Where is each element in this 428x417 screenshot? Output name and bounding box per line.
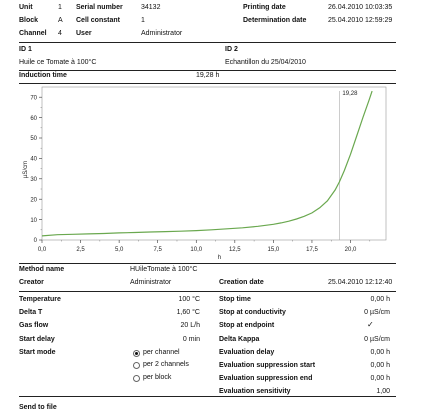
y-tick-label: 40 — [30, 157, 37, 163]
y-tick-label: 20 — [30, 197, 37, 203]
evaluation-sensitivity-value: 1,00 — [376, 388, 390, 395]
user-label: User — [76, 30, 92, 37]
radio-per-2-channels[interactable] — [133, 362, 140, 369]
x-tick-label: 10,0 — [190, 247, 202, 253]
method-name-label: Method name — [19, 266, 65, 273]
conductivity-series-line — [41, 90, 373, 237]
block-label: Block — [19, 17, 39, 24]
stop-at-conductivity-label: Stop at conductivity — [219, 309, 286, 316]
induction-time-value: 19,28 h — [196, 72, 220, 79]
plot-area — [41, 86, 387, 241]
id2-label: ID 2 — [225, 46, 238, 53]
y-axis-label: µS/cm — [23, 161, 29, 178]
temperature-label: Temperature — [19, 296, 61, 303]
method-name-value: HUileTomate à 100°C — [130, 266, 198, 273]
x-tick-label: 12,5 — [229, 247, 241, 253]
y-tick-label: 60 — [30, 116, 37, 122]
delta-kappa-value: 0 µS/cm — [364, 336, 390, 343]
id1-value: Huile ce Tomate à 100°C — [19, 59, 97, 66]
serial-label: Serial number — [76, 4, 123, 11]
evaluation-suppression-start-label: Evaluation suppression start — [219, 362, 316, 369]
x-tick-label: 17,5 — [306, 247, 318, 253]
creation-date-label: Creation date — [219, 279, 264, 286]
x-tick-label: 20,0 — [345, 247, 357, 253]
x-tick-label: 5,0 — [115, 247, 124, 253]
x-tick-label: 0,0 — [38, 247, 47, 253]
creation-date-value: 25.04.2010 12:12:40 — [328, 279, 393, 286]
divider — [19, 291, 396, 292]
delta-t-value: 1,60 °C — [176, 309, 200, 316]
x-axis-label: h — [218, 255, 221, 261]
temperature-value: 100 °C — [178, 296, 200, 303]
evaluation-delay-label: Evaluation delay — [219, 349, 275, 356]
divider — [19, 263, 396, 264]
radio-per-2-channels-label: per 2 channels — [143, 361, 189, 368]
stop-time-label: Stop time — [219, 296, 251, 303]
radio-per-block[interactable] — [133, 375, 140, 382]
y-tick-label: 30 — [30, 177, 37, 183]
evaluation-suppression-end-value: 0,00 h — [370, 375, 390, 382]
induction-time-label: Induction time — [19, 72, 67, 79]
delta-kappa-label: Delta Kappa — [219, 336, 260, 343]
cell-constant-label: Cell constant — [76, 17, 120, 24]
radio-per-channel-label: per channel — [143, 349, 180, 356]
induction-marker-label: 19,28 — [342, 91, 358, 97]
unit-value: 1 — [58, 4, 62, 11]
id1-label: ID 1 — [19, 46, 32, 53]
x-tick-label: 7,5 — [154, 247, 163, 253]
printing-date-label: Printing date — [243, 4, 286, 11]
delta-t-label: Delta T — [19, 309, 43, 316]
stop-at-conductivity-value: 0 µS/cm — [364, 309, 390, 316]
unit-label: Unit — [19, 4, 33, 11]
printing-date-value: 26.04.2010 10:03:35 — [328, 4, 393, 11]
id2-value: Echantillon du 25/04/2010 — [225, 59, 306, 66]
stop-at-endpoint-checkbox[interactable]: ✓ — [367, 320, 374, 329]
send-to-file-label: Send to file — [19, 404, 57, 411]
divider — [19, 42, 396, 43]
cell-constant-value: 1 — [141, 17, 145, 24]
evaluation-suppression-start-value: 0,00 h — [370, 362, 390, 369]
determination-date-label: Determination date — [243, 17, 307, 24]
user-value: Administrator — [141, 30, 183, 37]
start-mode-label: Start mode — [19, 349, 56, 356]
y-tick-label: 50 — [30, 136, 37, 142]
gas-flow-value: 20 L/h — [180, 322, 200, 329]
evaluation-suppression-end-label: Evaluation suppression end — [219, 375, 313, 382]
gas-flow-label: Gas flow — [19, 322, 49, 329]
channel-label: Channel — [19, 30, 47, 37]
creator-value: Administrator — [130, 279, 172, 286]
evaluation-sensitivity-label: Evaluation sensitivity — [219, 388, 291, 395]
stop-time-value: 0,00 h — [370, 296, 390, 303]
divider — [19, 83, 396, 84]
y-tick-label: 70 — [30, 95, 37, 101]
radio-per-block-label: per block — [143, 374, 172, 381]
start-delay-label: Start delay — [19, 336, 55, 343]
channel-value: 4 — [58, 30, 62, 37]
start-delay-value: 0 min — [182, 336, 200, 343]
radio-per-channel[interactable] — [133, 350, 140, 357]
block-value: A — [58, 17, 63, 24]
determination-date-value: 25.04.2010 12:59:29 — [328, 17, 393, 24]
y-tick-label: 0 — [34, 238, 38, 244]
stop-at-endpoint-label: Stop at endpoint — [219, 322, 275, 329]
y-tick-label: 10 — [30, 218, 37, 224]
creator-label: Creator — [19, 279, 44, 286]
evaluation-delay-value: 0,00 h — [370, 349, 390, 356]
divider — [19, 70, 396, 71]
divider — [19, 396, 396, 397]
serial-value: 34132 — [141, 4, 161, 11]
x-tick-label: 15,0 — [268, 247, 280, 253]
x-tick-label: 2,5 — [76, 247, 85, 253]
